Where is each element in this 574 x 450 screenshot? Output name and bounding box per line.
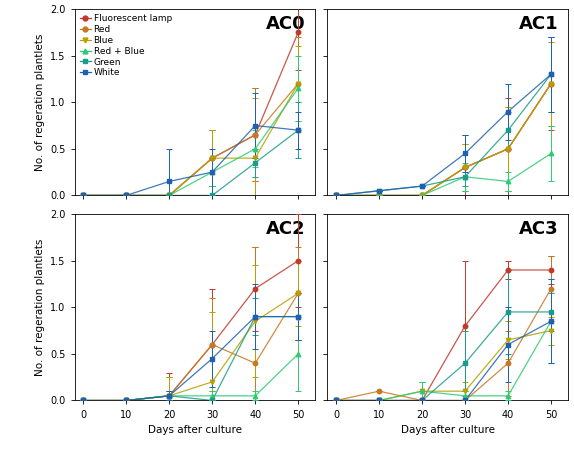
Text: AC0: AC0 (266, 14, 306, 32)
X-axis label: Days after culture: Days after culture (148, 425, 242, 435)
X-axis label: Days after culture: Days after culture (401, 425, 495, 435)
Y-axis label: No. of regeration plantlets: No. of regeration plantlets (34, 238, 45, 376)
Text: AC3: AC3 (519, 220, 559, 238)
Text: AC1: AC1 (519, 14, 559, 32)
Text: AC2: AC2 (266, 220, 306, 238)
Y-axis label: No. of regeration plantlets: No. of regeration plantlets (34, 34, 45, 171)
Legend: Fluorescent lamp, Red, Blue, Red + Blue, Green, White: Fluorescent lamp, Red, Blue, Red + Blue,… (79, 14, 173, 78)
